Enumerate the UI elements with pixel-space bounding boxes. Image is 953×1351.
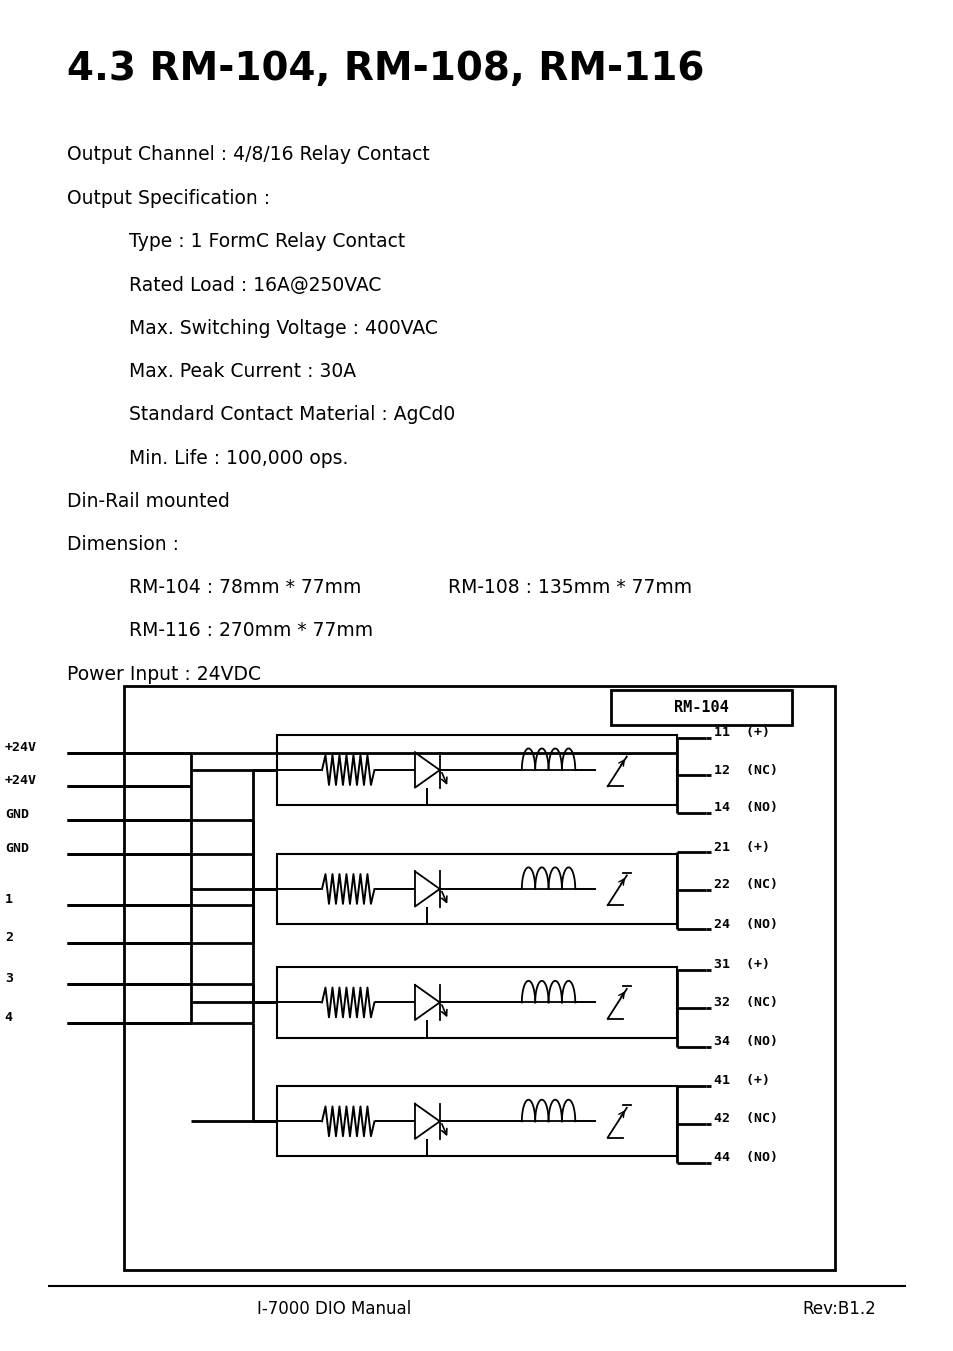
Text: 12  (NC): 12 (NC)	[713, 763, 777, 777]
Text: 4: 4	[5, 1011, 12, 1024]
Text: Din-Rail mounted: Din-Rail mounted	[67, 492, 230, 511]
Text: Power Input : 24VDC: Power Input : 24VDC	[67, 665, 260, 684]
Text: RM-116 : 270mm * 77mm: RM-116 : 270mm * 77mm	[129, 621, 373, 640]
Text: 21  (+): 21 (+)	[713, 840, 769, 854]
Bar	[610, 690, 791, 725]
Bar	[276, 854, 677, 924]
Text: 3: 3	[5, 971, 12, 985]
Text: Rated Load : 16A@250VAC: Rated Load : 16A@250VAC	[129, 276, 381, 295]
Text: 24  (NO): 24 (NO)	[713, 917, 777, 931]
Text: Rev:B1.2: Rev:B1.2	[801, 1300, 876, 1317]
Text: Type : 1 FormC Relay Contact: Type : 1 FormC Relay Contact	[129, 232, 405, 251]
Text: Min. Life : 100,000 ops.: Min. Life : 100,000 ops.	[129, 449, 348, 467]
Text: RM-108 : 135mm * 77mm: RM-108 : 135mm * 77mm	[448, 578, 692, 597]
Text: 42  (NC): 42 (NC)	[713, 1112, 777, 1125]
Bar	[276, 1086, 677, 1156]
Text: Standard Contact Material : AgCd0: Standard Contact Material : AgCd0	[129, 405, 455, 424]
Text: +24V: +24V	[5, 740, 37, 754]
Text: 34  (NO): 34 (NO)	[713, 1035, 777, 1048]
Text: Output Specification :: Output Specification :	[67, 189, 270, 208]
Text: GND: GND	[5, 808, 29, 821]
Text: 22  (NC): 22 (NC)	[713, 878, 777, 892]
Text: 31  (+): 31 (+)	[713, 958, 769, 971]
Text: Dimension :: Dimension :	[67, 535, 178, 554]
Text: GND: GND	[5, 842, 29, 855]
Text: 41  (+): 41 (+)	[713, 1074, 769, 1088]
Bar	[124, 686, 834, 1270]
Text: Output Channel : 4/8/16 Relay Contact: Output Channel : 4/8/16 Relay Contact	[67, 145, 429, 163]
Text: 11  (+): 11 (+)	[713, 725, 769, 739]
Text: RM-104 : 78mm * 77mm: RM-104 : 78mm * 77mm	[129, 578, 361, 597]
Text: I-7000 DIO Manual: I-7000 DIO Manual	[256, 1300, 411, 1317]
Text: Max. Switching Voltage : 400VAC: Max. Switching Voltage : 400VAC	[129, 319, 437, 338]
Bar	[276, 967, 677, 1038]
Text: RM-104: RM-104	[673, 700, 728, 716]
Text: +24V: +24V	[5, 774, 37, 788]
Text: 44  (NO): 44 (NO)	[713, 1151, 777, 1165]
Text: 2: 2	[5, 931, 12, 944]
Bar	[276, 735, 677, 805]
Text: 32  (NC): 32 (NC)	[713, 996, 777, 1009]
Text: Max. Peak Current : 30A: Max. Peak Current : 30A	[129, 362, 355, 381]
Text: 4.3 RM-104, RM-108, RM-116: 4.3 RM-104, RM-108, RM-116	[67, 50, 703, 88]
Text: 14  (NO): 14 (NO)	[713, 801, 777, 815]
Text: 1: 1	[5, 893, 12, 907]
